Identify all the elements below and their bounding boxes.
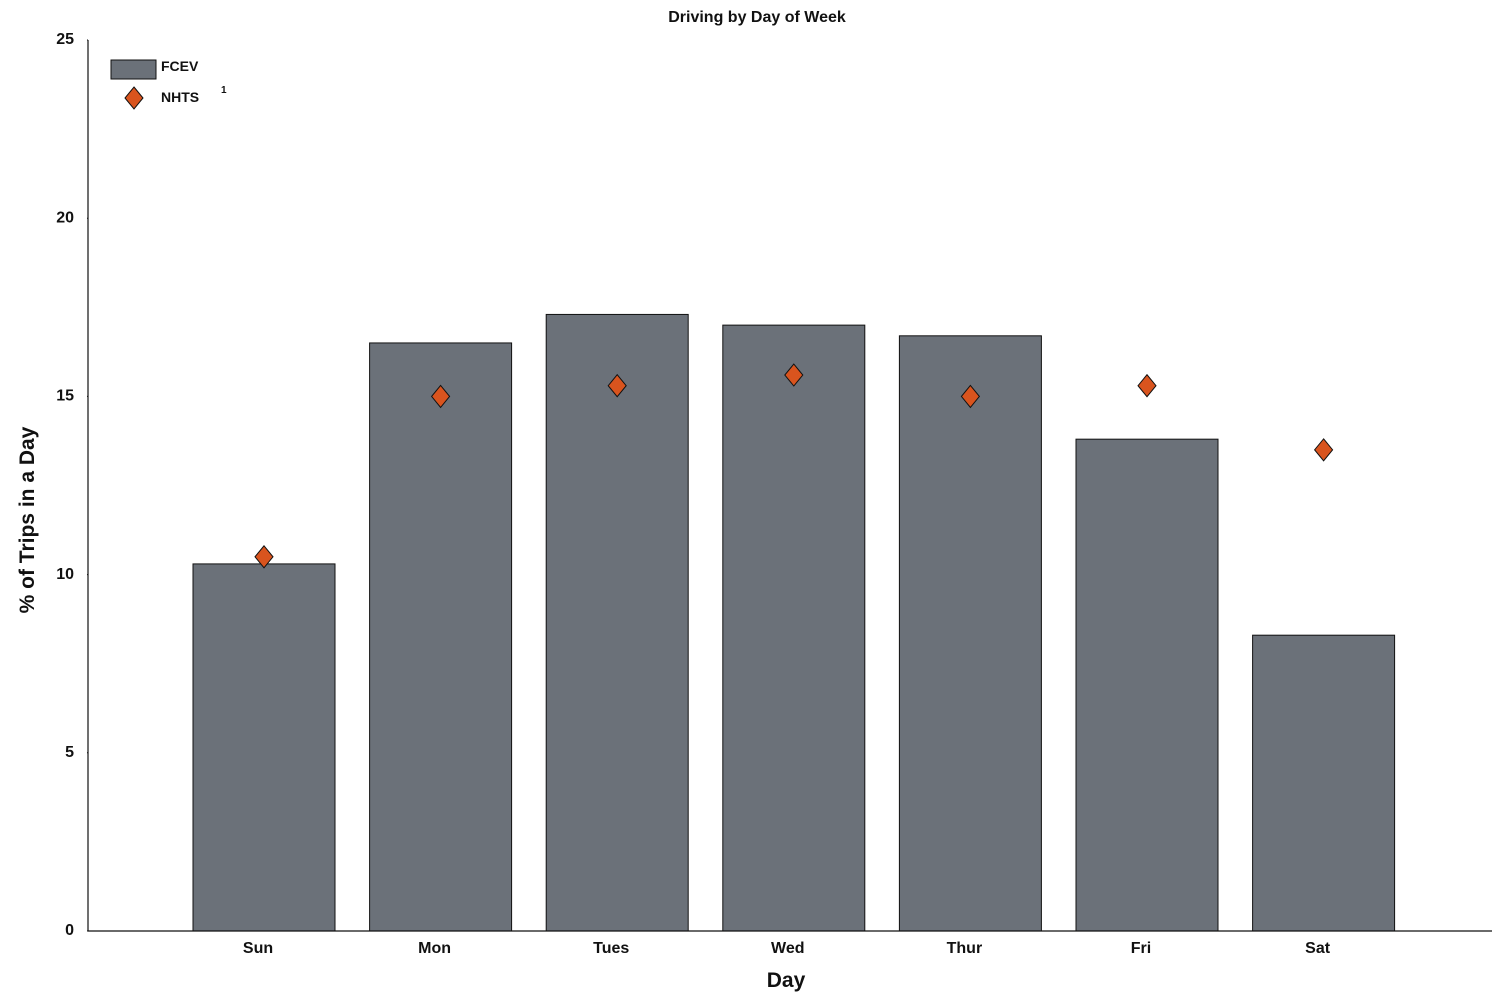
bar-fcev-fri	[1075, 438, 1219, 932]
x-ticks: Sun Mon Tues Wed Thur Fri Sat	[243, 940, 1331, 957]
bar-fcev-wed	[722, 324, 866, 932]
legend-label-nhts-superscript: 1	[221, 85, 227, 96]
markers-group	[254, 363, 1334, 569]
x-tick-label-tues: Tues	[593, 940, 629, 957]
x-tick-label-wed: Wed	[771, 940, 804, 957]
x-tick-label-sun: Sun	[243, 940, 273, 957]
bar-fcev-thur	[898, 335, 1042, 932]
bars-group	[192, 313, 1396, 932]
legend-label-nhts: NHTS	[161, 89, 199, 105]
marker-nhts-thur	[960, 384, 981, 409]
y-tick-label: 0	[65, 922, 74, 939]
y-tick-label: 15	[56, 388, 74, 405]
legend: FCEV NHTS 1	[110, 58, 227, 110]
legend-label-fcev: FCEV	[161, 58, 199, 74]
y-tick-label: 25	[56, 31, 74, 48]
bar-fcev-sun	[192, 563, 336, 932]
marker-nhts-sun	[254, 544, 274, 569]
x-tick-label-sat: Sat	[1305, 940, 1331, 957]
legend-swatch-fcev	[110, 59, 157, 80]
x-tick-label-mon: Mon	[418, 940, 451, 957]
y-tick-label: 20	[56, 209, 74, 226]
y-axis-title: % of Trips in a Day	[16, 426, 39, 613]
y-tick-label: 5	[65, 744, 74, 761]
marker-nhts-mon	[430, 384, 451, 409]
bar-fcev-sat	[1252, 634, 1396, 932]
bar-fcev-tues	[545, 313, 689, 932]
legend-swatch-nhts	[124, 86, 144, 110]
bar-fcev-mon	[369, 342, 513, 932]
x-tick-label-thur: Thur	[947, 940, 983, 957]
y-ticks: 0 5 10 15 20 25	[56, 31, 88, 939]
marker-nhts-tues	[607, 373, 627, 398]
marker-nhts-wed	[784, 363, 804, 387]
x-axis-title: Day	[767, 969, 806, 992]
chart-title: Driving by Day of Week	[668, 9, 846, 26]
marker-nhts-sat	[1313, 438, 1334, 462]
x-tick-label-fri: Fri	[1131, 940, 1151, 957]
y-tick-label: 10	[56, 566, 74, 583]
marker-nhts-fri	[1137, 373, 1157, 398]
